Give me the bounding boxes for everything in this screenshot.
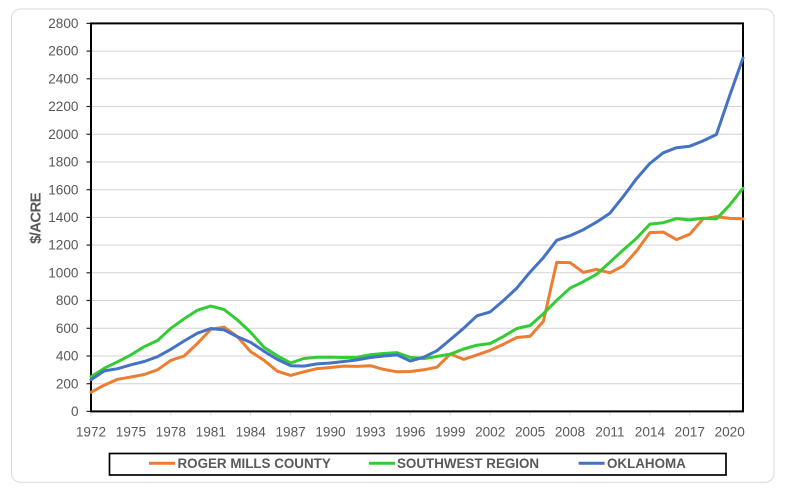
- svg-text:1978: 1978: [156, 425, 186, 440]
- svg-text:1400: 1400: [48, 210, 79, 225]
- svg-text:2200: 2200: [48, 99, 79, 114]
- svg-text:1984: 1984: [236, 425, 267, 440]
- svg-text:1975: 1975: [116, 425, 146, 440]
- svg-text:1200: 1200: [48, 238, 79, 253]
- svg-text:ROGER MILLS COUNTY: ROGER MILLS COUNTY: [178, 456, 331, 471]
- svg-text:2011: 2011: [595, 425, 624, 440]
- svg-text:1981: 1981: [196, 425, 226, 440]
- svg-text:1990: 1990: [315, 425, 346, 440]
- svg-text:1999: 1999: [435, 425, 465, 440]
- svg-text:2017: 2017: [675, 425, 705, 440]
- svg-text:600: 600: [56, 321, 79, 336]
- svg-text:0: 0: [71, 404, 79, 419]
- svg-text:1972: 1972: [76, 425, 106, 440]
- svg-text:2800: 2800: [48, 16, 79, 31]
- svg-text:1000: 1000: [48, 265, 79, 280]
- svg-text:2002: 2002: [475, 425, 505, 440]
- svg-text:$/ACRE: $/ACRE: [28, 192, 45, 244]
- svg-text:1987: 1987: [275, 425, 305, 440]
- svg-text:OKLAHOMA: OKLAHOMA: [607, 456, 686, 471]
- svg-text:400: 400: [56, 349, 79, 364]
- svg-text:2600: 2600: [48, 44, 79, 59]
- svg-text:1993: 1993: [355, 425, 385, 440]
- svg-text:2020: 2020: [715, 425, 746, 440]
- svg-text:2000: 2000: [48, 127, 79, 142]
- svg-text:200: 200: [56, 376, 79, 391]
- svg-text:800: 800: [56, 293, 79, 308]
- svg-text:SOUTHWEST REGION: SOUTHWEST REGION: [397, 456, 539, 471]
- svg-text:1996: 1996: [395, 425, 425, 440]
- svg-text:2014: 2014: [635, 425, 666, 440]
- svg-text:2008: 2008: [555, 425, 585, 440]
- svg-text:2005: 2005: [515, 425, 545, 440]
- svg-text:1800: 1800: [48, 155, 79, 170]
- svg-text:1600: 1600: [48, 182, 79, 197]
- svg-text:2400: 2400: [48, 71, 79, 86]
